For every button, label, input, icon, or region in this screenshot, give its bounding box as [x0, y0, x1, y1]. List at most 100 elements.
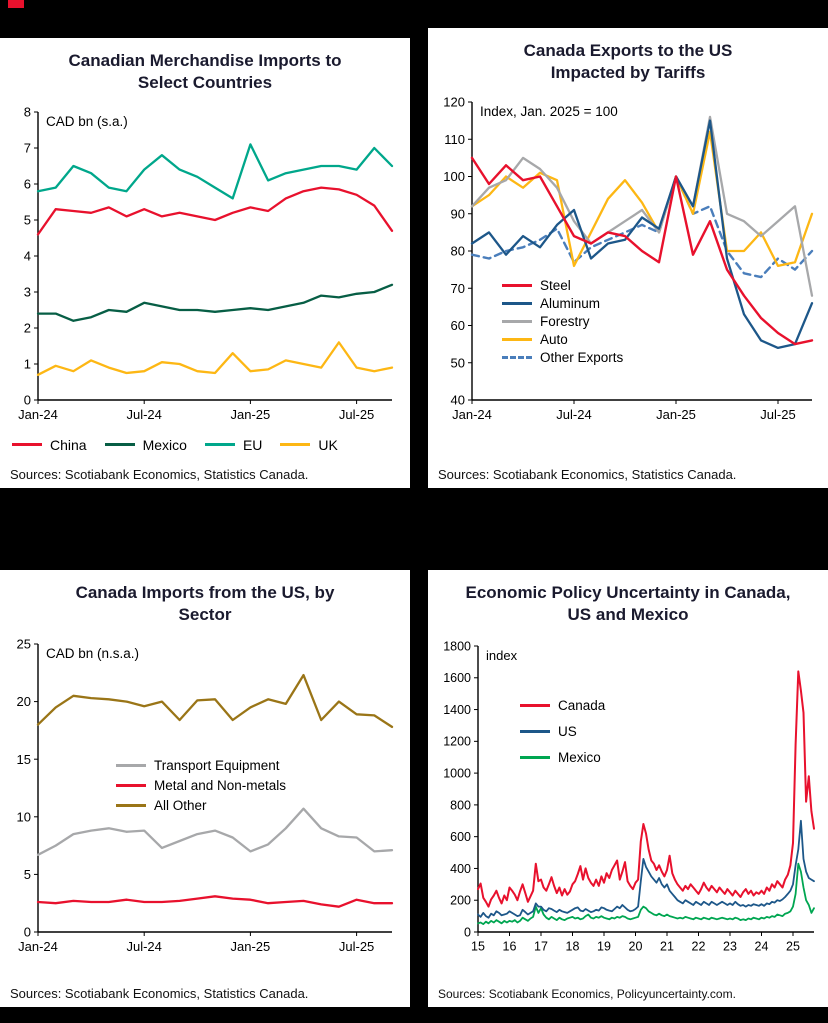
- x-tick-label: Jul-24: [126, 939, 161, 954]
- x-tick-label: Jul-25: [339, 407, 374, 422]
- legend-swatch-mexico: [520, 755, 550, 759]
- x-tick-label: 24: [755, 939, 769, 953]
- plot-merchandise-imports: 0 1 2 3 4 5 6 7 8 Jan-24 Jul-24 Jan-25 Jul-25 CAD bn …: [4, 100, 406, 435]
- legend-label-steel: Steel: [540, 277, 571, 293]
- legend-swatch-steel: [502, 283, 532, 287]
- x-tick-label: Jul-25: [339, 939, 374, 954]
- x-tick-label: Jan-24: [452, 407, 492, 422]
- sources-note-exports-tariffs: Sources: Scotiabank Economics, Statistic…: [438, 467, 737, 482]
- y-tick-label: 60: [451, 318, 465, 333]
- y-tick-label: 5: [24, 212, 31, 227]
- legend-swatch-eu: [204, 443, 235, 446]
- series-line-us: [477, 819, 815, 919]
- series-line-mexico: [36, 283, 394, 322]
- axis-unit-label: index: [486, 648, 518, 663]
- series-line-transport-equipment: [36, 807, 394, 856]
- legend-label-all-other: All Other: [154, 797, 207, 813]
- panel-exports-tariffs: Canada Exports to the US Impacted by Tar…: [428, 28, 828, 488]
- plot-policy-uncertainty: 0 200 400 600 800 1000 1200 1400 1600 1800 15 16 17 1…: [432, 632, 824, 967]
- legend-label-mexico: Mexico: [142, 436, 187, 453]
- y-tick-label: 600: [450, 830, 471, 844]
- y-tick-label: 1000: [443, 766, 471, 780]
- series-line-auto: [470, 130, 814, 267]
- y-tick-label: 0: [464, 925, 471, 939]
- legend-swatch-forestry: [502, 319, 532, 323]
- legend-item-aluminum: Aluminum: [502, 296, 623, 311]
- legend-label-us: US: [558, 723, 577, 739]
- legend-item-transport-equipment: Transport Equipment: [116, 758, 286, 773]
- y-tick-label: 110: [444, 131, 465, 146]
- line-chart-imports-by-sector: 0 5 10 15 20 25 Jan-24 Jul-24 Jan-25 Jul-25 CAD bn…: [17, 636, 394, 954]
- axis-unit-label: CAD bn (s.a.): [46, 114, 128, 129]
- x-tick-label: 16: [503, 939, 517, 953]
- sources-note-policy-uncertainty: Sources: Scotiabank Economics, Policyunc…: [438, 987, 736, 1001]
- chart-title-merchandise-imports: Canadian Merchandise Imports to Select C…: [68, 51, 342, 92]
- y-tick-label: 0: [24, 392, 31, 407]
- y-tick-label: 8: [24, 104, 31, 119]
- y-tick-label: 15: [17, 751, 31, 766]
- legend-swatch-aluminum: [502, 301, 532, 305]
- x-tick-label: Jan-25: [656, 407, 696, 422]
- y-tick-label: 7: [24, 140, 31, 155]
- y-tick-label: 6: [24, 176, 31, 191]
- legend-item-metal-and-non-metals: Metal and Non-metals: [116, 778, 286, 793]
- x-tick-label: 23: [723, 939, 737, 953]
- legend-imports-by-sector: Transport Equipment Metal and Non-metals A…: [116, 758, 286, 813]
- panel-merchandise-imports: Canadian Merchandise Imports to Select C…: [0, 38, 410, 488]
- y-tick-label: 1400: [443, 702, 471, 716]
- legend-item-mexico: Mexico: [104, 436, 187, 453]
- logo-accent-mark: [8, 0, 24, 8]
- series-line-eu: [36, 142, 394, 200]
- legend-item-all-other: All Other: [116, 798, 286, 813]
- legend-swatch-all-other: [116, 803, 146, 807]
- x-tick-label: 25: [786, 939, 800, 953]
- x-tick-label: Jan-24: [18, 939, 58, 954]
- series-line-canada: [477, 669, 815, 908]
- legend-label-uk: UK: [318, 436, 338, 453]
- legend-label-mexico: Mexico: [558, 749, 601, 765]
- line-chart-exports-tariffs: 40 50 60 70 80 90 100 110 120 Jan-24 Jul-24 Jan-25 J…: [443, 94, 814, 422]
- series-line-mexico: [477, 862, 815, 925]
- series-line-aluminum: [470, 118, 814, 349]
- x-tick-label: 17: [534, 939, 548, 953]
- legend-swatch-metal-and-non-metals: [116, 783, 146, 787]
- line-chart-merchandise-imports: 0 1 2 3 4 5 6 7 8 Jan-24 Jul-24 Jan-25 Jul-25 CAD bn …: [18, 104, 394, 422]
- series-line-forestry: [470, 115, 814, 297]
- y-tick-label: 3: [24, 284, 31, 299]
- y-tick-label: 400: [450, 861, 471, 875]
- y-tick-label: 1200: [443, 734, 471, 748]
- y-tick-label: 20: [17, 694, 31, 709]
- series-line-all-other: [36, 673, 394, 728]
- legend-item-steel: Steel: [502, 278, 623, 293]
- plot-imports-by-sector: 0 5 10 15 20 25 Jan-24 Jul-24 Jan-25 Jul-25 CAD bn…: [4, 632, 406, 967]
- y-tick-label: 800: [450, 798, 471, 812]
- x-tick-label: Jul-24: [556, 407, 591, 422]
- legend-label-auto: Auto: [540, 331, 568, 347]
- chart-title-policy-uncertainty: Economic Policy Uncertainty in Canada, U…: [465, 583, 791, 624]
- x-tick-label: Jul-25: [760, 407, 795, 422]
- legend-label-forestry: Forestry: [540, 313, 590, 329]
- legend-item-mexico: Mexico: [520, 750, 605, 765]
- legend-swatch-transport-equipment: [116, 763, 146, 767]
- y-tick-label: 25: [17, 636, 31, 651]
- panel-policy-uncertainty: Economic Policy Uncertainty in Canada, U…: [428, 570, 828, 1007]
- y-tick-label: 90: [451, 206, 465, 221]
- sources-note-merchandise-imports: Sources: Scotiabank Economics, Statistic…: [10, 467, 309, 482]
- sources-note-imports-by-sector: Sources: Scotiabank Economics, Statistic…: [10, 986, 309, 1001]
- series-line-uk: [36, 340, 394, 376]
- y-tick-label: 10: [17, 809, 31, 824]
- y-tick-label: 50: [451, 355, 465, 370]
- legend-exports-tariffs: Steel Aluminum Forestry Auto Other Exports: [502, 278, 623, 365]
- y-tick-label: 40: [451, 392, 465, 407]
- y-tick-label: 5: [24, 866, 31, 881]
- y-tick-label: 120: [443, 94, 465, 109]
- legend-item-eu: EU: [204, 437, 262, 453]
- legend-swatch-canada: [520, 703, 550, 707]
- y-tick-label: 2: [24, 320, 31, 335]
- legend-label-aluminum: Aluminum: [540, 295, 601, 311]
- legend-swatch-auto: [502, 337, 532, 341]
- legend-label-china: China: [50, 436, 87, 453]
- legend-swatch-mexico: [104, 443, 135, 446]
- x-tick-label: Jul-24: [126, 407, 161, 422]
- y-tick-label: 1800: [443, 639, 471, 653]
